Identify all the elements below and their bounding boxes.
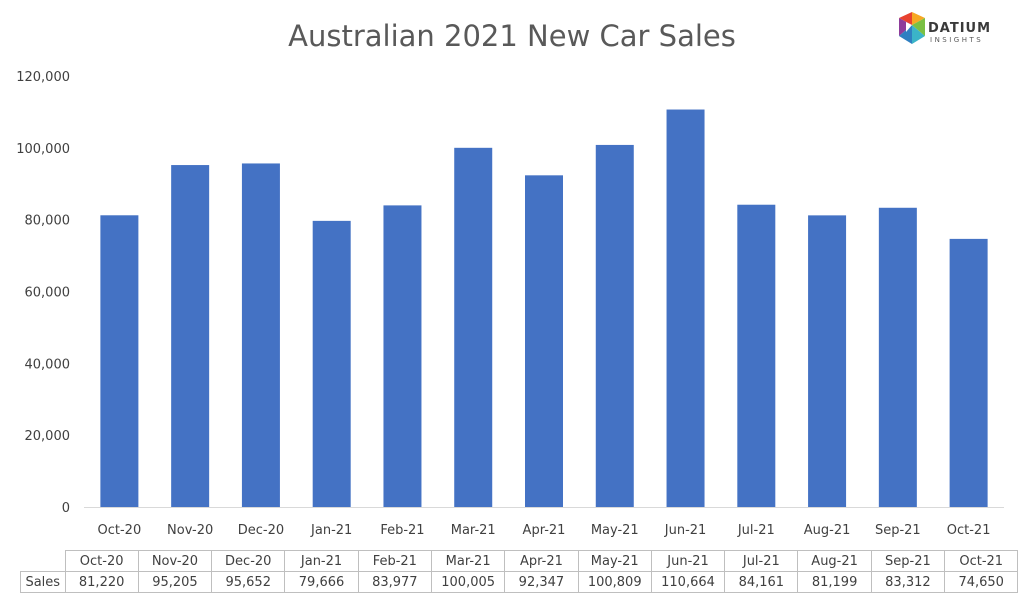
- x-tick-label: Jun-21: [664, 523, 707, 538]
- table-value-cell: 110,664: [650, 571, 726, 593]
- table-header-cell: Oct-20: [64, 550, 139, 572]
- table-value-cell: 81,199: [797, 571, 872, 593]
- table-value-cell: 83,977: [357, 571, 432, 593]
- y-axis: 0 20,000 40,000 60,000 80,000 100,000 120,000: [16, 70, 70, 516]
- bar-oct-21: [949, 238, 988, 507]
- y-tick-label: 120,000: [16, 70, 70, 85]
- bar-sep-21: [878, 207, 917, 508]
- x-tick-label: Feb-21: [380, 523, 424, 538]
- table-header-cell: Mar-21: [430, 550, 506, 572]
- table-corner-cell: [20, 550, 66, 572]
- table-header-cell: Jun-21: [650, 550, 726, 572]
- table-value-cell: 81,220: [64, 571, 139, 593]
- table-row: Sales 81,220 95,205 95,652 79,666 83,977 100,…: [20, 571, 1019, 593]
- y-tick-label: 20,000: [25, 429, 71, 444]
- table-header-cell: Oct-21: [944, 550, 1019, 572]
- bar-jun-21: [666, 109, 705, 507]
- table-header-cell: Feb-21: [357, 550, 432, 572]
- bar-mar-21: [454, 147, 493, 507]
- bar-oct-20: [100, 215, 139, 507]
- datium-logo-icon: [899, 12, 925, 44]
- bar-feb-21: [383, 205, 422, 507]
- table-value-cell: 100,005: [430, 571, 506, 593]
- table-header-cell: Apr-21: [504, 550, 579, 572]
- y-tick-label: 0: [62, 501, 70, 516]
- bar-aug-21: [808, 215, 847, 507]
- logo-name: DATIUM: [928, 21, 991, 36]
- table-header-cell: Aug-21: [797, 550, 872, 572]
- x-tick-label: Apr-21: [523, 523, 566, 538]
- table-header-cell: Dec-20: [211, 550, 286, 572]
- bar-may-21: [595, 144, 634, 507]
- table-value-cell: 79,666: [284, 571, 359, 593]
- data-table: Oct-20 Nov-20 Dec-20 Jan-21 Feb-21 Mar-21 Apr-…: [20, 550, 1019, 593]
- x-tick-label: Aug-21: [804, 523, 851, 538]
- table-row-label: Sales: [20, 571, 66, 593]
- table-value-cell: 100,809: [577, 571, 652, 593]
- chart-title: Australian 2021 New Car Sales: [288, 19, 736, 53]
- x-tick-label: Mar-21: [451, 523, 496, 538]
- x-tick-label: Oct-21: [947, 523, 991, 538]
- logo-subtitle: INSIGHTS: [930, 36, 983, 44]
- table-value-cell: 84,161: [724, 571, 799, 593]
- table-value-cell: 74,650: [944, 571, 1019, 593]
- table-header-cell: Jul-21: [724, 550, 799, 572]
- x-tick-label: Oct-20: [98, 523, 142, 538]
- x-tick-label: Nov-20: [167, 523, 213, 538]
- table-value-cell: 92,347: [504, 571, 579, 593]
- table-header-row: Oct-20 Nov-20 Dec-20 Jan-21 Feb-21 Mar-21 Apr-…: [20, 550, 1019, 572]
- x-tick-label: Sep-21: [875, 523, 921, 538]
- x-tick-label: Jan-21: [310, 523, 352, 538]
- table-header-cell: Sep-21: [870, 550, 946, 572]
- bar-jan-21: [312, 220, 351, 508]
- datium-logo: DATIUM INSIGHTS: [899, 12, 991, 44]
- bar-apr-21: [525, 175, 563, 507]
- table-header-cell: Jan-21: [284, 550, 359, 572]
- table-header-cell: Nov-20: [137, 550, 213, 572]
- bar-jul-21: [737, 204, 776, 507]
- x-tick-label: Dec-20: [238, 523, 284, 538]
- bar-series: [100, 109, 988, 508]
- x-axis: Oct-20 Nov-20 Dec-20 Jan-21 Feb-21 Mar-21 Apr-…: [84, 507, 1004, 538]
- y-tick-label: 80,000: [25, 214, 71, 229]
- x-tick-label: May-21: [591, 523, 639, 538]
- bar-dec-20: [241, 163, 280, 508]
- table-header-cell: May-21: [577, 550, 652, 572]
- y-tick-label: 100,000: [16, 142, 70, 157]
- table-value-cell: 83,312: [870, 571, 946, 593]
- bar-nov-20: [171, 165, 210, 508]
- y-tick-label: 40,000: [25, 357, 71, 372]
- y-tick-label: 60,000: [25, 286, 71, 301]
- table-value-cell: 95,205: [137, 571, 213, 593]
- table-value-cell: 95,652: [211, 571, 286, 593]
- x-tick-label: Jul-21: [737, 523, 775, 538]
